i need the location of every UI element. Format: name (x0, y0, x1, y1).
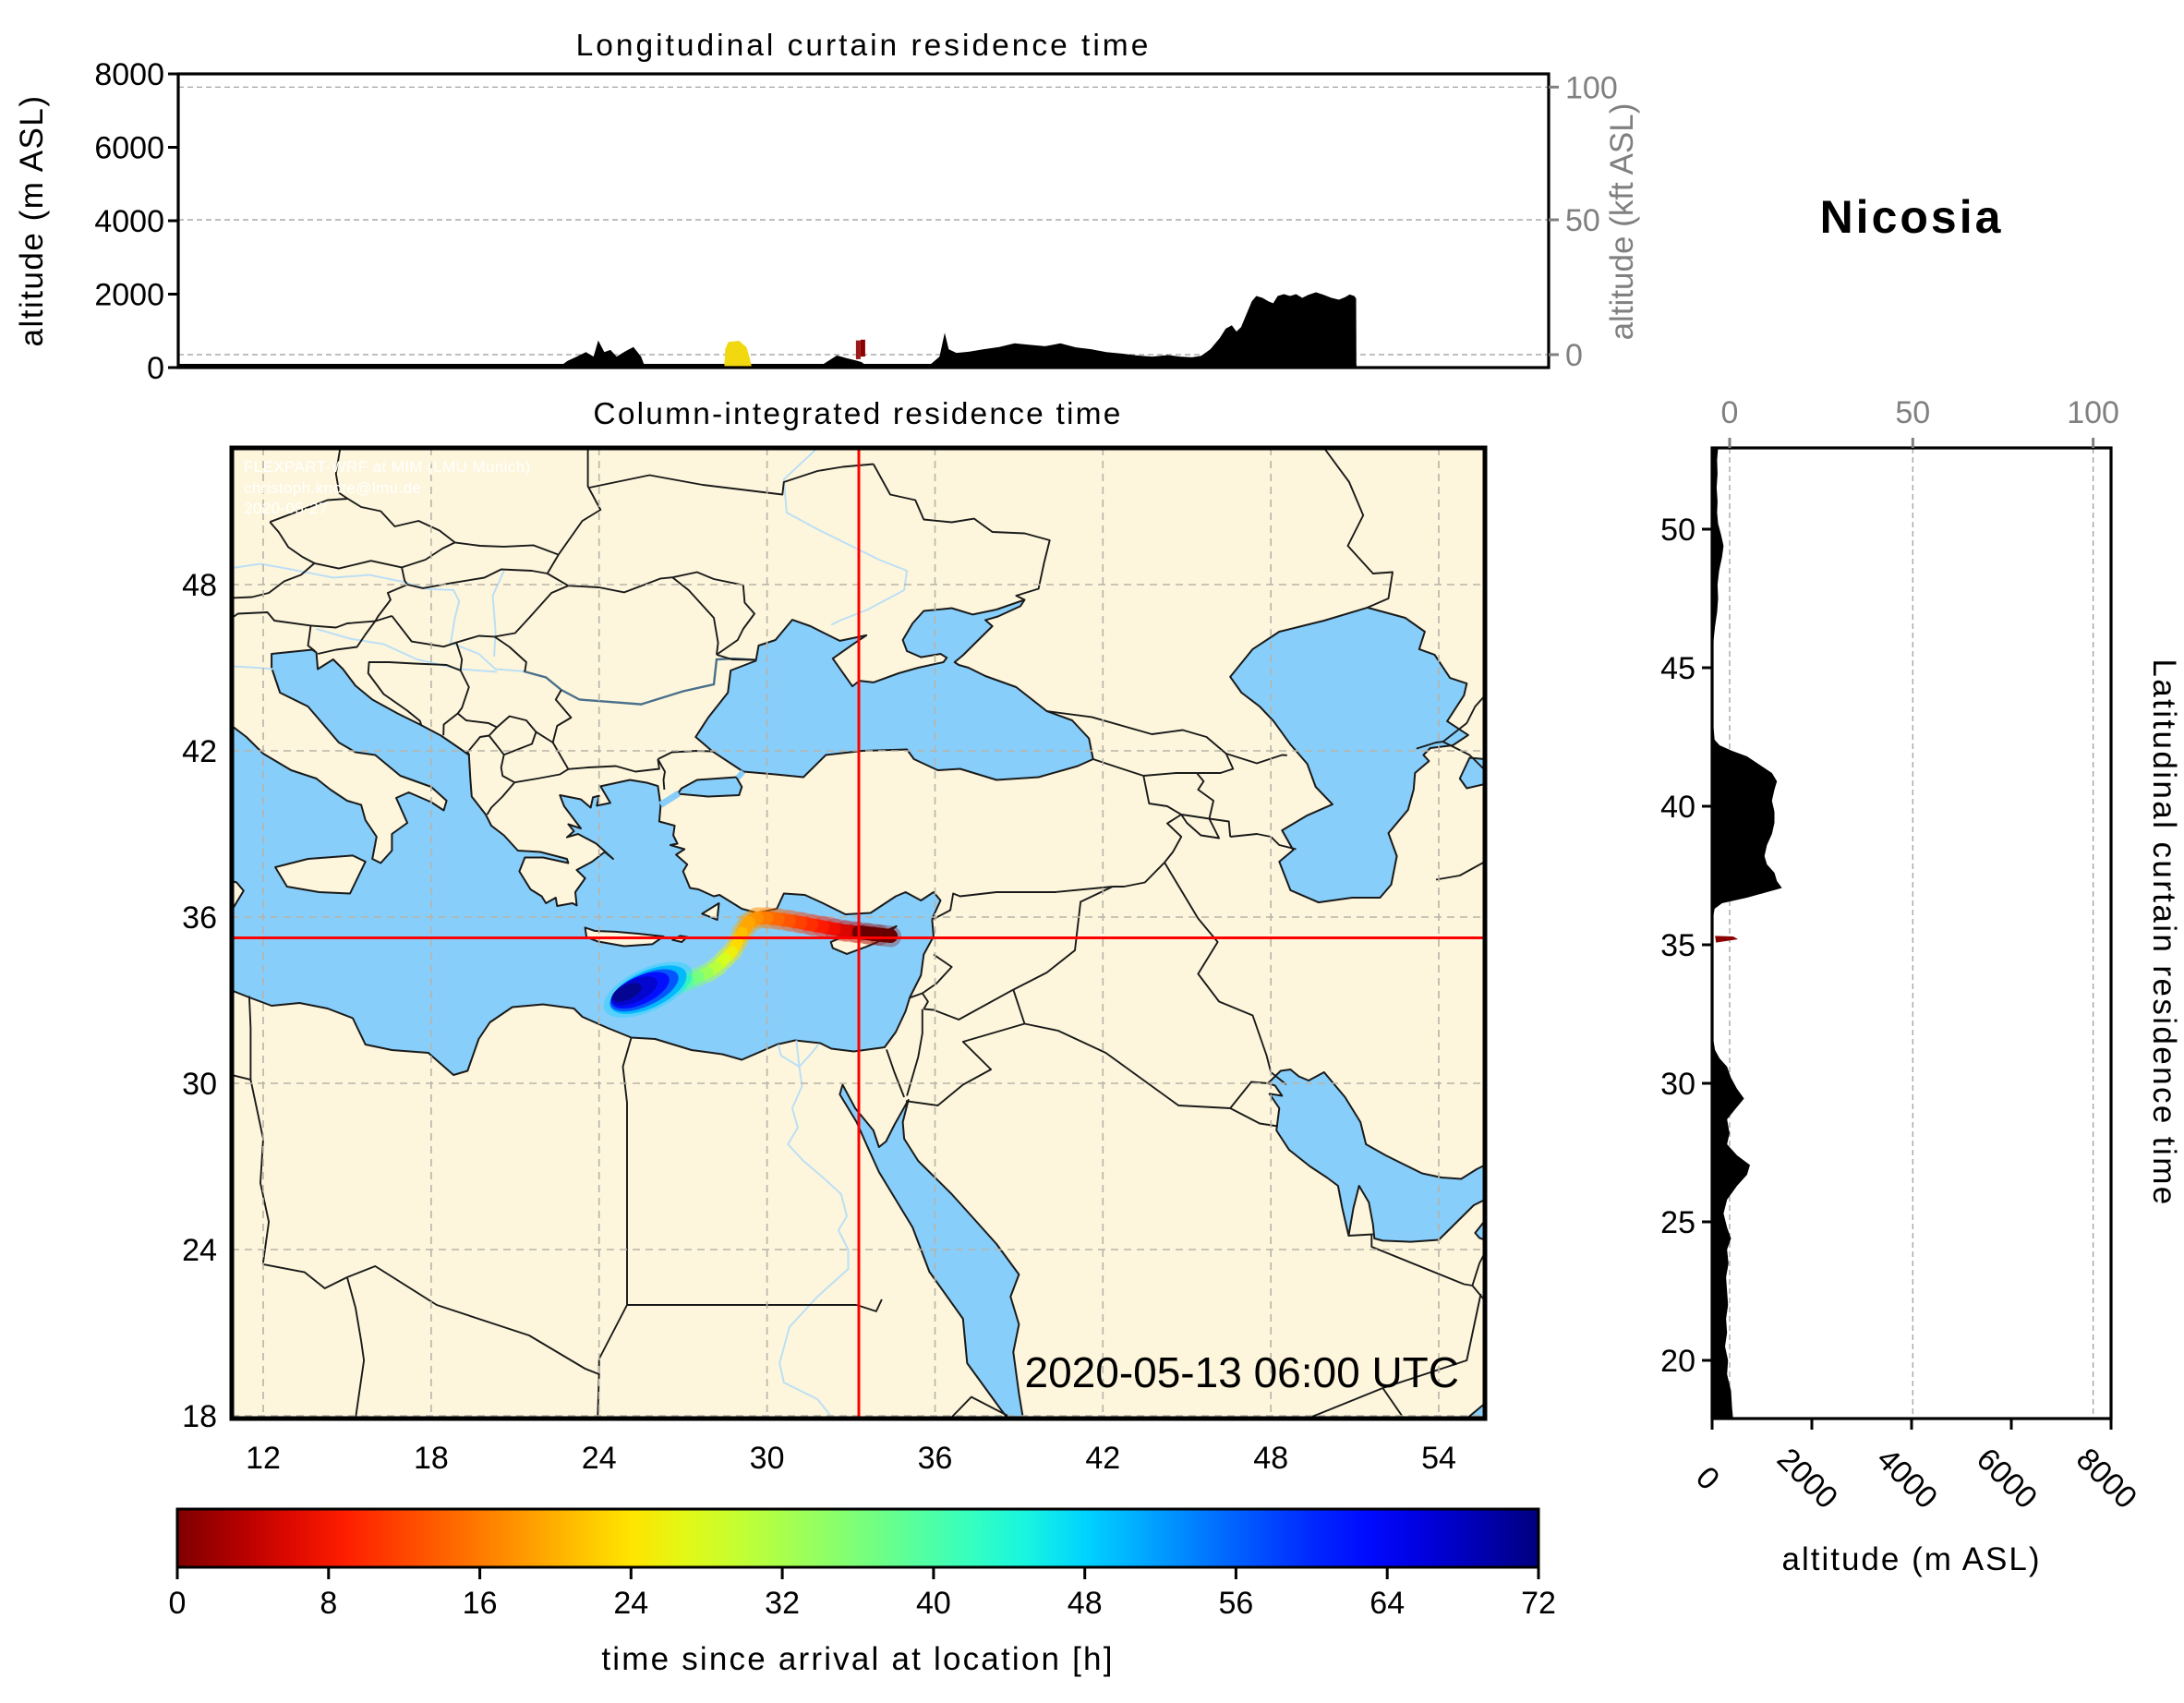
svg-text:100: 100 (2067, 395, 2119, 430)
svg-text:Latitudinal curtain residence: Latitudinal curtain residence time (2146, 658, 2182, 1206)
svg-text:45: 45 (1660, 651, 1695, 686)
svg-text:30: 30 (1660, 1067, 1695, 1102)
svg-text:40: 40 (916, 1586, 951, 1621)
svg-text:0: 0 (169, 1586, 187, 1621)
svg-text:72: 72 (1521, 1586, 1556, 1621)
svg-text:6000: 6000 (94, 131, 164, 166)
svg-text:0: 0 (1565, 338, 1583, 373)
svg-text:0: 0 (1721, 395, 1739, 430)
svg-text:48: 48 (1253, 1441, 1288, 1476)
svg-text:8000: 8000 (94, 57, 164, 92)
svg-text:30: 30 (750, 1441, 785, 1476)
svg-text:50: 50 (1565, 203, 1600, 238)
svg-text:35: 35 (1660, 928, 1695, 963)
svg-text:18: 18 (182, 1399, 217, 1434)
svg-text:Column-integrated residence ti: Column-integrated residence time (593, 397, 1122, 431)
svg-text:Nicosia: Nicosia (1820, 191, 2004, 243)
svg-text:4000: 4000 (94, 204, 164, 239)
svg-text:christoph.knote@lmu.de: christoph.knote@lmu.de (244, 479, 421, 497)
svg-text:Longitudinal curtain residence: Longitudinal curtain residence time (576, 29, 1152, 63)
svg-text:54: 54 (1421, 1441, 1456, 1476)
svg-text:2020-05-13 06:00 UTC: 2020-05-13 06:00 UTC (1024, 1348, 1459, 1396)
svg-text:56: 56 (1218, 1586, 1253, 1621)
svg-text:100: 100 (1565, 70, 1618, 105)
svg-text:42: 42 (1085, 1441, 1120, 1476)
svg-text:altitude (m ASL): altitude (m ASL) (1782, 1541, 2042, 1577)
svg-text:12: 12 (246, 1441, 281, 1476)
svg-text:0: 0 (147, 351, 164, 386)
svg-text:30: 30 (182, 1067, 217, 1102)
svg-text:50: 50 (1895, 395, 1930, 430)
svg-text:24: 24 (182, 1233, 217, 1268)
svg-text:48: 48 (1068, 1586, 1103, 1621)
svg-text:42: 42 (182, 734, 217, 769)
svg-text:2020-05-27: 2020-05-27 (244, 500, 328, 517)
svg-text:8: 8 (320, 1586, 337, 1621)
svg-text:36: 36 (918, 1441, 953, 1476)
svg-text:50: 50 (1660, 513, 1695, 548)
svg-text:18: 18 (414, 1441, 449, 1476)
svg-text:time since arrival at location: time since arrival at location [h] (601, 1641, 1114, 1677)
svg-text:64: 64 (1370, 1586, 1405, 1621)
svg-text:24: 24 (582, 1441, 617, 1476)
svg-text:24: 24 (613, 1586, 648, 1621)
svg-text:altitude (m ASL): altitude (m ASL) (14, 95, 50, 347)
svg-text:32: 32 (765, 1586, 800, 1621)
svg-text:2000: 2000 (94, 278, 164, 313)
svg-text:36: 36 (182, 900, 217, 936)
svg-text:25: 25 (1660, 1205, 1695, 1240)
svg-text:40: 40 (1660, 790, 1695, 825)
svg-text:FLEXPART-WRF at MIM (LMU Munic: FLEXPART-WRF at MIM (LMU Munich) (244, 458, 531, 476)
svg-text:20: 20 (1660, 1344, 1695, 1379)
svg-text:altitude (kft ASL): altitude (kft ASL) (1604, 103, 1640, 341)
svg-text:16: 16 (463, 1586, 498, 1621)
svg-text:48: 48 (182, 568, 217, 603)
